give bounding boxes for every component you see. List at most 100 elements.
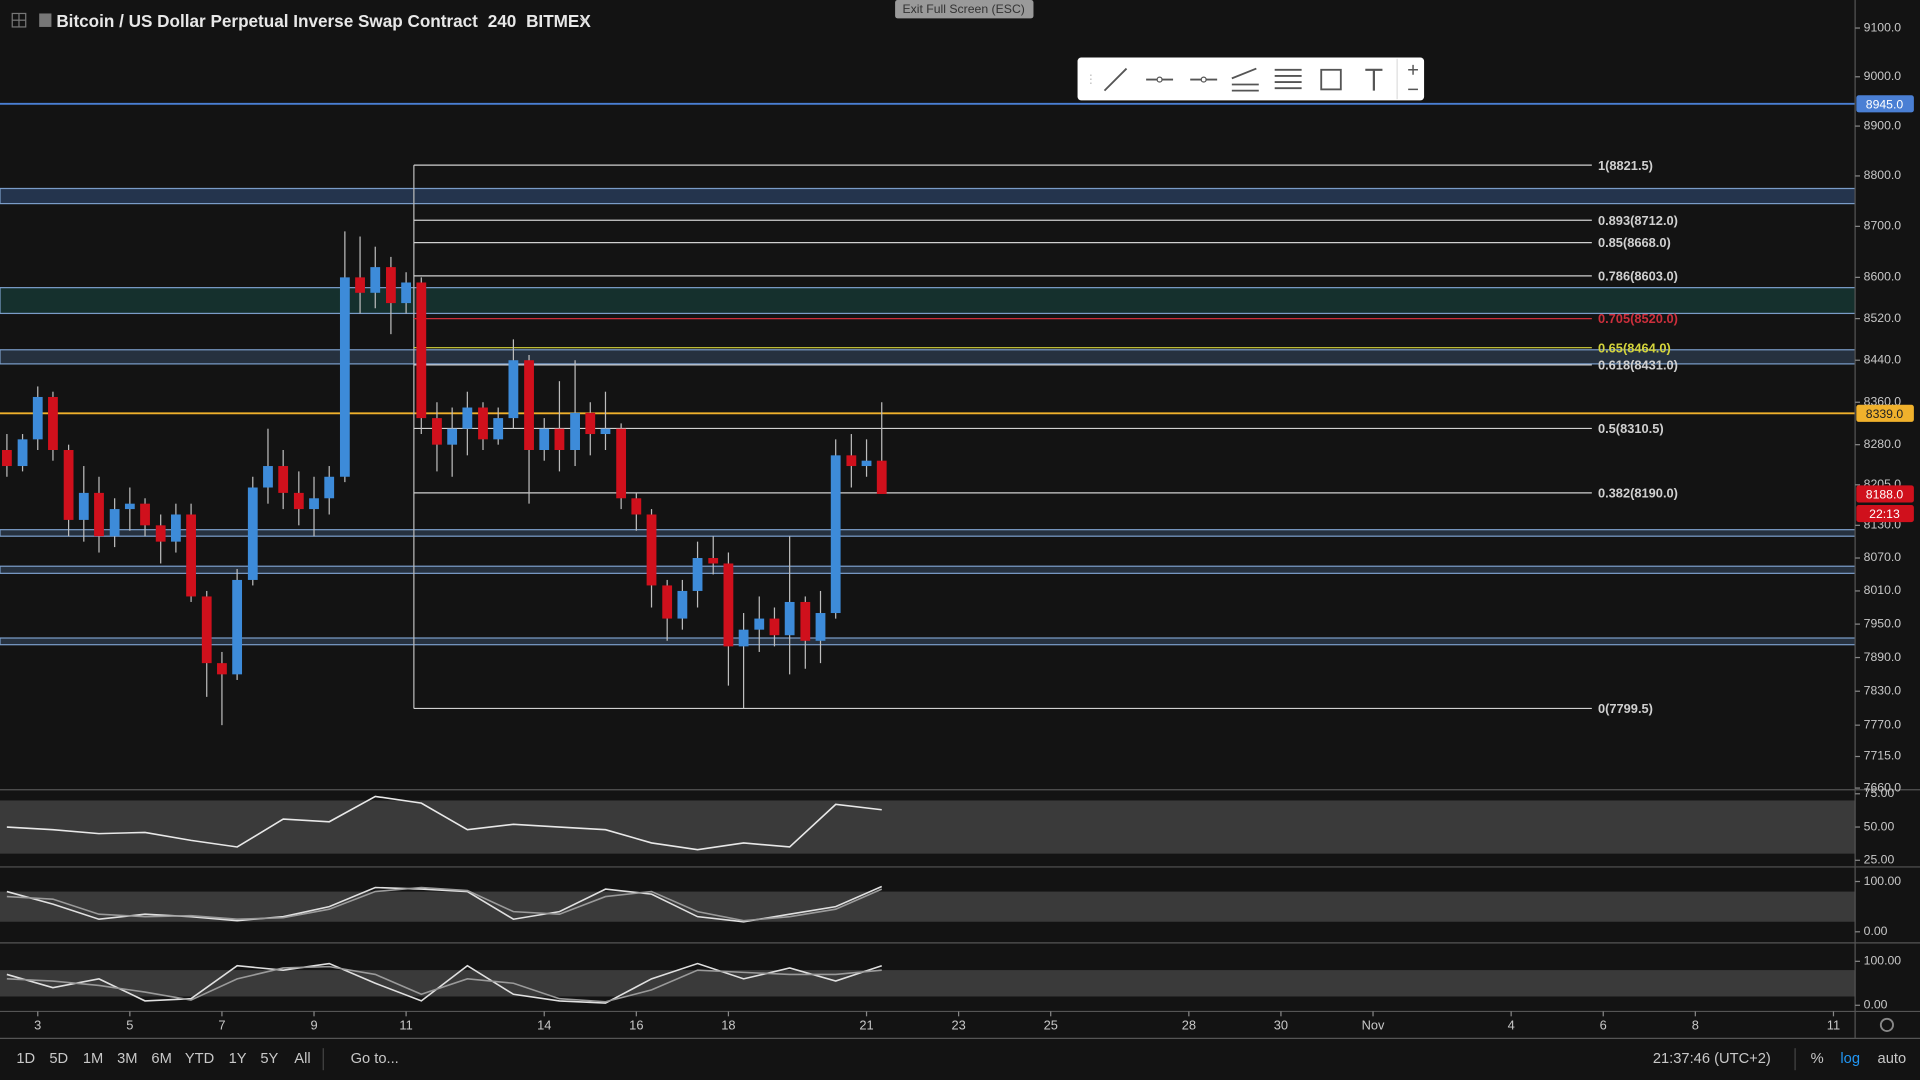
log-toggle[interactable]: log [1840, 1051, 1860, 1067]
y-tick-label: 8800.0 [1864, 168, 1902, 182]
candle-body [324, 476, 335, 499]
goto-button[interactable]: Go to... [351, 1051, 399, 1067]
drawing-toolbar: ⋮ [1077, 57, 1425, 101]
y-tick-label: 8700.0 [1864, 219, 1902, 233]
y-tick-label: 7660.0 [1864, 780, 1902, 794]
range-button[interactable]: 5Y [260, 1051, 278, 1067]
y-tick-label: 0.00 [1864, 998, 1888, 1012]
level-zone [0, 349, 1856, 365]
price-tag-label: 8188.0 [1866, 487, 1904, 501]
clock: 21:37:46 (UTC+2) [1653, 1051, 1771, 1067]
exchange: BITMEX [526, 11, 591, 31]
symbol-icon [39, 13, 52, 27]
symbol-header[interactable]: Bitcoin / US Dollar Perpetual Inverse Sw… [56, 11, 591, 31]
fib-label: 0.382(8190.0) [1598, 486, 1678, 501]
y-tick-label: 50.00 [1864, 819, 1895, 833]
symbol-title: Bitcoin / US Dollar Perpetual Inverse Sw… [56, 11, 478, 31]
candle-body [600, 428, 611, 435]
drag-handle[interactable]: ⋮ [1085, 72, 1097, 86]
fib-label: 1(8821.5) [1598, 158, 1653, 173]
x-tick-label: 4 [1508, 1018, 1515, 1033]
candle-body [723, 563, 734, 647]
indicator-band [0, 800, 1856, 854]
horizontal-ray-tool [1200, 76, 1207, 83]
x-tick-label: 11 [399, 1018, 412, 1033]
trend-line-tool[interactable] [1103, 67, 1128, 92]
x-tick-label: 8 [1692, 1018, 1699, 1033]
fib-tool[interactable] [1231, 67, 1259, 92]
y-tick-label: 100.00 [1864, 874, 1902, 888]
range-button[interactable]: 1M [83, 1051, 103, 1067]
candle-body [524, 360, 534, 451]
range-button[interactable]: All [294, 1051, 310, 1067]
rectangle-tool[interactable] [1320, 68, 1342, 91]
candle-body [278, 466, 289, 493]
candle-body [263, 466, 273, 488]
candle-body [830, 455, 841, 614]
candle-body [201, 596, 212, 664]
x-tick-label: 11 [1827, 1018, 1840, 1033]
candle-body [355, 277, 365, 293]
percent-toggle[interactable]: % [1811, 1051, 1824, 1067]
price-tag-label: 8945.0 [1866, 97, 1904, 111]
countdown-label: 22:13 [1869, 507, 1900, 521]
fib-label: 0.85(8668.0) [1598, 235, 1671, 250]
y-tick-label: 8070.0 [1864, 550, 1902, 564]
x-tick-label: 7 [218, 1018, 225, 1033]
candle-body [800, 601, 811, 641]
range-button[interactable]: 1D [16, 1051, 35, 1067]
y-tick-label: 9100.0 [1864, 20, 1902, 34]
candle-body [432, 418, 442, 445]
candle-body [447, 428, 458, 445]
candle-body [876, 460, 887, 494]
countdown-tag [1856, 504, 1914, 523]
candle-body [784, 601, 795, 636]
range-button[interactable]: 1Y [229, 1051, 247, 1067]
candle-body [94, 492, 104, 537]
candle-body [478, 407, 488, 440]
candle-body [78, 492, 89, 520]
level-zone [0, 187, 1856, 205]
candle-body [386, 267, 396, 304]
y-tick-label: 7715.0 [1864, 749, 1902, 763]
fib-label: 0.786(8603.0) [1598, 268, 1678, 283]
x-tick-label: 25 [1044, 1018, 1058, 1033]
settings-icon[interactable] [1879, 1017, 1894, 1032]
parallel-channel-tool[interactable] [1274, 68, 1302, 90]
text-tool[interactable] [1365, 68, 1383, 91]
range-button[interactable]: 6M [151, 1051, 171, 1067]
candle-body [708, 558, 719, 564]
range-button[interactable]: 3M [117, 1051, 137, 1067]
range-button[interactable]: YTD [185, 1051, 214, 1067]
y-tick-label: 8010.0 [1864, 583, 1902, 597]
range-button[interactable]: 5D [49, 1051, 68, 1067]
y-tick-label: 100.00 [1864, 954, 1902, 968]
y-tick-label: 7890.0 [1864, 650, 1902, 664]
candle-body [2, 450, 12, 467]
exit-fullscreen-button[interactable] [895, 0, 1034, 19]
x-tick-label: 16 [629, 1018, 643, 1033]
indicator-line [6, 965, 882, 1003]
candle-body [692, 558, 703, 591]
auto-toggle[interactable]: auto [1878, 1051, 1907, 1067]
y-tick-label: 8280.0 [1864, 437, 1902, 451]
candle-body [155, 525, 166, 542]
candle-body [662, 585, 673, 619]
x-tick-label: Nov [1362, 1018, 1385, 1033]
candle-body [32, 396, 43, 440]
fib-label: 0.893(8712.0) [1598, 213, 1678, 228]
x-tick-label: 21 [859, 1018, 873, 1033]
axes-layer: 9100.0 9000.0 8900.0 8800.0 8700.0 8600.0 8520… [34, 20, 1914, 1033]
y-tick-label: 9000.0 [1864, 69, 1902, 83]
candle-body [631, 498, 642, 515]
price-tag [1856, 404, 1914, 422]
x-tick-label: 9 [310, 1018, 317, 1033]
candle-body [124, 503, 135, 510]
zoom-buttons[interactable] [1408, 64, 1418, 91]
candle-body [861, 460, 872, 467]
candle-body [815, 613, 826, 641]
x-tick-label: 14 [537, 1018, 551, 1033]
candle-body [109, 509, 120, 537]
candle-body [462, 407, 473, 429]
